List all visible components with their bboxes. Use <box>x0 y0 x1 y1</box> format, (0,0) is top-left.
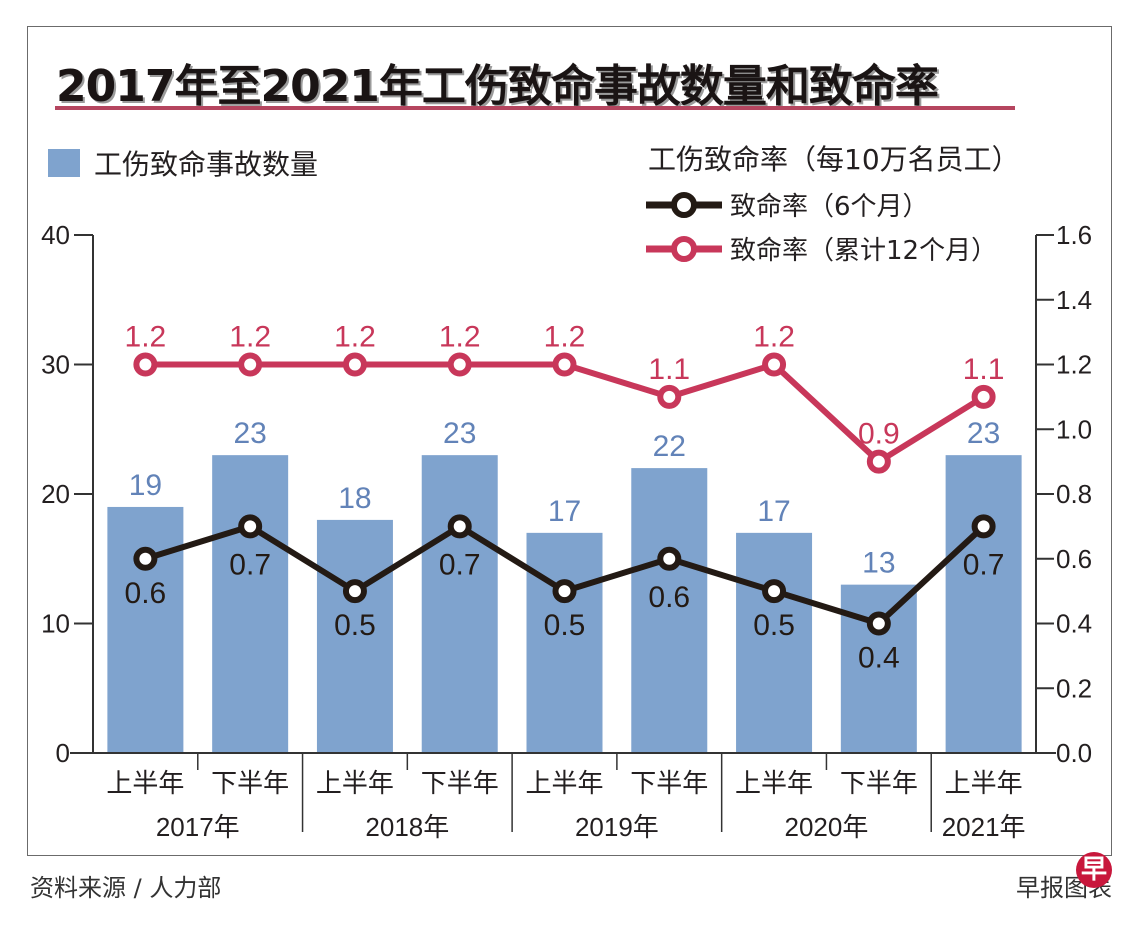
rate-12m-point <box>447 352 472 377</box>
x-group-label: 2017年 <box>156 812 240 842</box>
legend-line-6m-marker-icon <box>646 191 722 218</box>
bar-value-label: 23 <box>233 417 266 450</box>
rate-6m-point <box>133 546 158 571</box>
footer-source: 资料来源 / 人力部 <box>30 874 222 902</box>
bar <box>526 532 603 753</box>
y-left-tick-label: 30 <box>41 350 70 380</box>
bar <box>212 455 289 753</box>
bar <box>316 519 393 753</box>
y-right-tick-label: 1.0 <box>1056 414 1092 444</box>
title-underline <box>55 106 1015 110</box>
rate-6m-point <box>657 546 682 571</box>
rate-12m-value-label: 1.2 <box>125 321 167 354</box>
rate-12m-point <box>866 449 891 474</box>
rate-6m-point <box>866 611 891 636</box>
legend-bar-label: 工伤致命事故数量 <box>94 148 319 181</box>
rate-12m-point <box>552 352 577 377</box>
x-group-label: 2018年 <box>365 812 449 842</box>
y-right-tick-label: 0.6 <box>1056 544 1092 574</box>
bar-value-label: 18 <box>338 482 371 515</box>
rate-6m-point <box>447 514 472 539</box>
x-tick-label: 上半年 <box>525 768 603 798</box>
rate-6m-value-label: 0.5 <box>334 609 376 642</box>
x-tick-label: 上半年 <box>945 768 1023 798</box>
legend-bars: 工伤致命事故数量 <box>48 143 318 183</box>
bar <box>736 532 813 753</box>
bar <box>107 506 184 753</box>
rate-12m-point <box>238 352 263 377</box>
rate-12m-value-label: 1.2 <box>439 321 481 354</box>
bar <box>421 455 498 753</box>
rate-12m-value-label: 0.9 <box>858 418 900 451</box>
rate-12m-value-label: 1.2 <box>229 321 271 354</box>
legend-bar-swatch <box>48 149 80 177</box>
bar-value-label: 23 <box>967 417 1000 450</box>
x-tick-label: 上半年 <box>106 768 184 798</box>
chart-title: 2017年至2021年工伤致命事故数量和致命率 <box>56 61 939 112</box>
y-right-tick-label: 1.2 <box>1056 350 1092 380</box>
rate-12m-point <box>971 384 996 409</box>
y-left-tick-label: 10 <box>41 609 70 639</box>
rate-12m-value-label: 1.2 <box>334 321 376 354</box>
rate-6m-value-label: 0.7 <box>439 548 481 581</box>
x-tick-label: 下半年 <box>421 768 499 798</box>
zaobao-logo-icon: 早 <box>1076 852 1112 888</box>
legend-rate-title: 工伤致命率（每10万名员工） <box>648 143 1020 176</box>
x-group-label: 2021年 <box>942 812 1026 842</box>
bar <box>945 455 1022 753</box>
x-tick-label: 下半年 <box>630 768 708 798</box>
bar-value-label: 23 <box>443 417 476 450</box>
rate-6m-point <box>971 514 996 539</box>
y-right-tick-label: 0.0 <box>1056 738 1092 768</box>
rate-6m-point <box>238 514 263 539</box>
rate-6m-point <box>552 579 577 604</box>
rate-6m-value-label: 0.6 <box>125 577 167 610</box>
y-right-tick-label: 0.2 <box>1056 673 1092 703</box>
bar-value-label: 17 <box>757 495 790 528</box>
x-group-label: 2019年 <box>575 812 659 842</box>
y-left-tick-label: 0 <box>56 738 70 768</box>
legend-line-6m-label: 致命率（6个月） <box>730 192 929 222</box>
rate-6m-value-label: 0.5 <box>544 609 586 642</box>
legend-line-12m: 致命率（累计12个月） <box>646 230 997 267</box>
rate-12m-value-label: 1.1 <box>963 353 1005 386</box>
bar-value-label: 17 <box>548 495 581 528</box>
rate-12m-point <box>762 352 787 377</box>
bar-value-label: 19 <box>129 469 162 502</box>
x-group-label: 2020年 <box>785 812 869 842</box>
rate-6m-value-label: 0.5 <box>753 609 795 642</box>
rate-6m-point <box>342 579 367 604</box>
rate-6m-value-label: 0.7 <box>963 548 1005 581</box>
rate-6m-value-label: 0.7 <box>229 548 271 581</box>
x-tick-label: 上半年 <box>316 768 394 798</box>
rate-12m-value-label: 1.2 <box>544 321 586 354</box>
y-right-tick-label: 0.8 <box>1056 479 1092 509</box>
legend-line-6m: 致命率（6个月） <box>646 186 929 223</box>
legend-line-12m-label: 致命率（累计12个月） <box>730 236 998 266</box>
y-right-tick-label: 0.4 <box>1056 609 1092 639</box>
rate-6m-point <box>762 579 787 604</box>
rate-12m-value-label: 1.2 <box>753 321 795 354</box>
rate-12m-point <box>133 352 158 377</box>
x-tick-label: 上半年 <box>735 768 813 798</box>
rate-6m-value-label: 0.4 <box>858 642 900 675</box>
bar <box>631 468 708 753</box>
rate-6m-value-label: 0.6 <box>648 581 690 614</box>
y-right-tick-label: 1.4 <box>1056 285 1092 315</box>
rate-12m-value-label: 1.1 <box>648 353 690 386</box>
rate-12m-point <box>657 384 682 409</box>
rate-12m-point <box>342 352 367 377</box>
bar-value-label: 22 <box>653 430 686 463</box>
y-right-tick-label: 1.6 <box>1056 220 1092 250</box>
y-left-tick-label: 20 <box>41 479 70 509</box>
bar-value-label: 13 <box>862 547 895 580</box>
x-tick-label: 下半年 <box>211 768 289 798</box>
legend-line-12m-marker-icon <box>646 235 722 262</box>
y-left-tick-label: 40 <box>41 220 70 250</box>
x-tick-label: 下半年 <box>840 768 918 798</box>
